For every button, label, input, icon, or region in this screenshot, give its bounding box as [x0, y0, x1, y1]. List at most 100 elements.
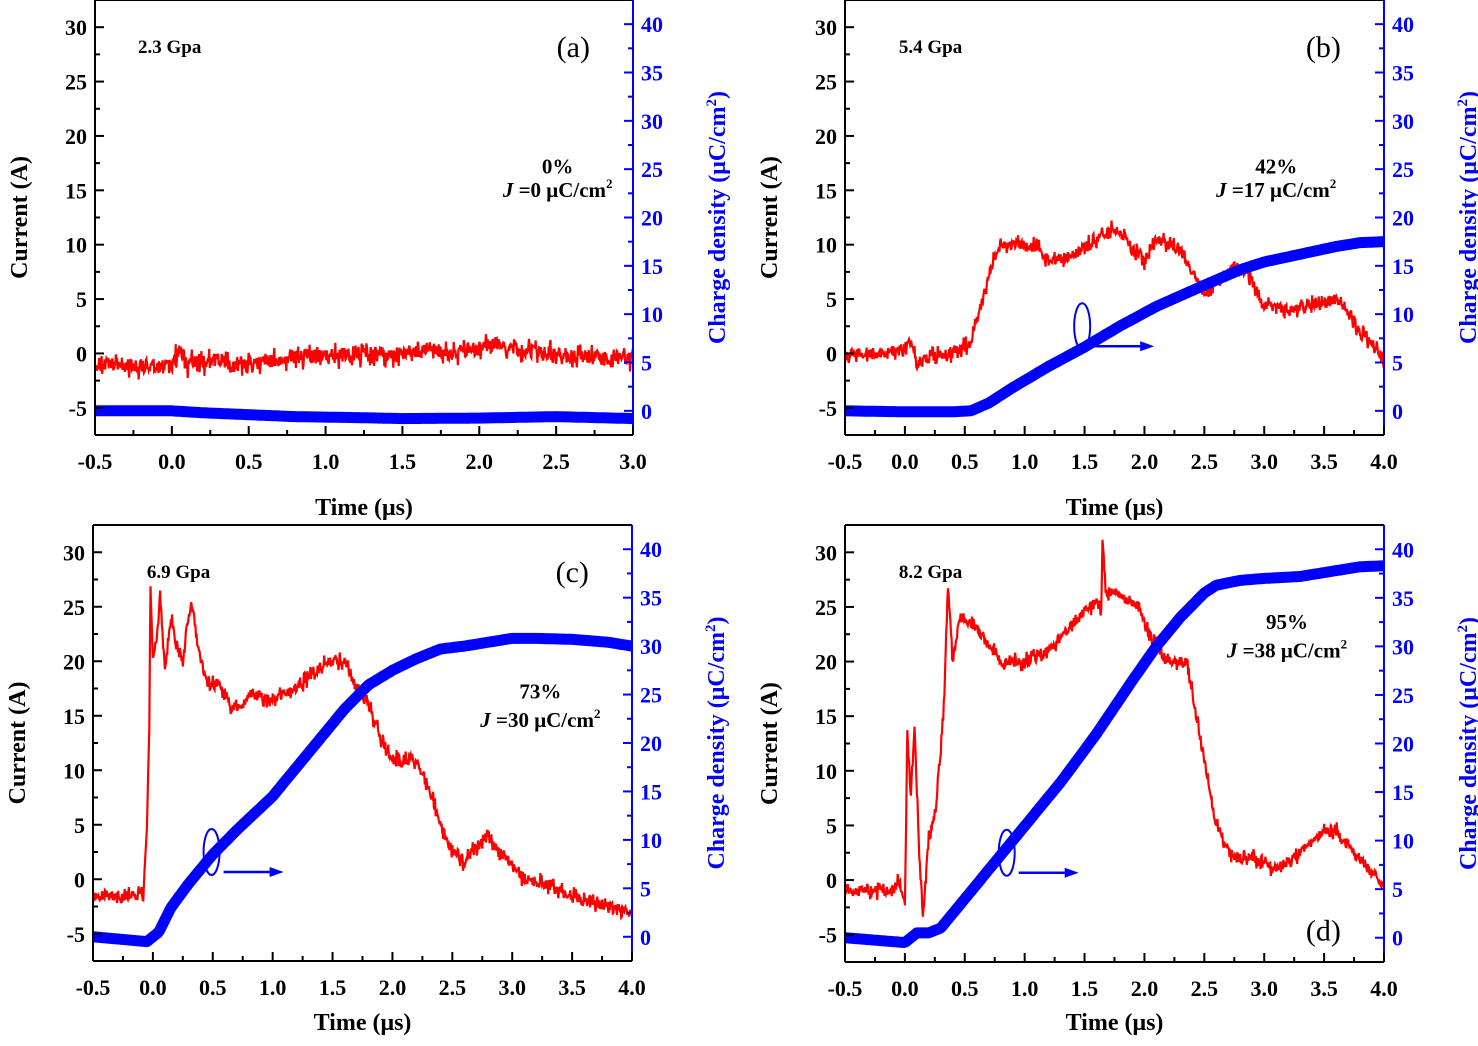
y2-tick-label: 0 — [1392, 399, 1403, 424]
y2-axis-label: Charge density (μC/cm2) — [1455, 617, 1478, 870]
y-tick-label: 10 — [815, 759, 837, 784]
y-tick-label: -5 — [819, 396, 837, 421]
panel-d: -0.5 0.0 0.5 1.0 1.5 2.0 2.5 3.0 3.5 4.0 -5 0 5 10 15 2… — [757, 524, 1478, 1036]
charge-density-series-line — [93, 632, 632, 948]
x-tick-label: 1.0 — [1011, 976, 1039, 1001]
y2-tick-label: 0 — [641, 399, 652, 424]
x-tick-label: 1.5 — [319, 975, 347, 1000]
y2-tick-label: 30 — [641, 109, 663, 134]
y-tick-label: 5 — [76, 287, 87, 312]
x-tick-label: -0.5 — [76, 975, 111, 1000]
x-tick-label: 2.0 — [379, 975, 407, 1000]
current-series-line — [95, 334, 633, 380]
y-tick-label: 20 — [815, 124, 837, 149]
x-tick-label: 2.5 — [1191, 976, 1219, 1001]
y2-tick-label: 30 — [640, 634, 662, 659]
arrow-head-icon — [269, 867, 284, 877]
y2-tick-label: 5 — [640, 876, 651, 901]
pressure-label: 2.3 Gpa — [138, 37, 202, 58]
y2-tick-label: 20 — [1392, 206, 1414, 231]
y2-tick-label: 35 — [1392, 61, 1414, 86]
switching-percent-label: 42% — [1255, 154, 1297, 178]
y-tick-label: 30 — [815, 540, 837, 565]
charge-density-series-line — [845, 236, 1384, 418]
y-tick-label: -5 — [67, 922, 85, 947]
x-tick-label: 2.0 — [466, 449, 494, 474]
x-tick-label: 0.5 — [951, 449, 979, 474]
y2-tick-label: 40 — [1392, 12, 1414, 37]
x-tick-label: -0.5 — [828, 976, 863, 1001]
y2-axis-label: Charge density (μC/cm2) — [1455, 91, 1478, 344]
y-tick-label: 15 — [815, 704, 837, 729]
pressure-label: 8.2 Gpa — [899, 562, 963, 583]
x-axis-label: Time (μs) — [314, 1010, 412, 1036]
y-tick-label: 10 — [63, 758, 85, 783]
x-tick-label: 2.0 — [1131, 976, 1159, 1001]
charge-density-value-label: J =17 μC/cm2 — [1215, 176, 1336, 202]
x-tick-label: 4.0 — [1370, 449, 1398, 474]
y-tick-label: 30 — [63, 540, 85, 565]
y2-tick-label: 0 — [640, 925, 651, 950]
switching-percent-label: 73% — [519, 680, 561, 704]
current-series-line — [93, 586, 632, 921]
y2-tick-label: 20 — [1392, 732, 1414, 757]
y2-tick-label: 40 — [1392, 537, 1414, 562]
y2-tick-label: 5 — [1392, 351, 1403, 376]
y-tick-label: 15 — [65, 178, 87, 203]
y-tick-label: -5 — [819, 923, 837, 948]
arrow-head-icon — [1064, 867, 1079, 878]
y2-tick-label: 5 — [641, 351, 652, 376]
y2-tick-label: 25 — [640, 683, 662, 708]
y2-tick-label: 35 — [1392, 586, 1414, 611]
y2-tick-label: 5 — [1392, 877, 1403, 902]
y2-tick-label: 15 — [1392, 780, 1414, 805]
x-tick-label: 4.0 — [618, 975, 646, 1000]
y-tick-label: 0 — [76, 341, 87, 366]
x-axis-label: Time (μs) — [1066, 495, 1164, 521]
x-tick-label: 4.0 — [1370, 976, 1398, 1001]
x-tick-label: 1.5 — [1071, 449, 1099, 474]
x-tick-label: 2.0 — [1131, 449, 1159, 474]
x-tick-label: 3.5 — [1310, 449, 1338, 474]
panel-tag: (d) — [1306, 914, 1341, 947]
panel-tag: (a) — [557, 31, 590, 64]
x-tick-label: -0.5 — [828, 449, 863, 474]
x-tick-label: 0.5 — [951, 976, 979, 1001]
series-marker-ellipse — [1073, 302, 1092, 351]
x-tick-label: 2.5 — [1191, 449, 1219, 474]
current-series-line — [845, 539, 1384, 917]
y-tick-label: 10 — [65, 233, 87, 258]
y2-tick-label: 35 — [640, 586, 662, 611]
y-tick-label: 10 — [815, 233, 837, 258]
x-tick-label: 3.0 — [498, 975, 526, 1000]
x-tick-label: 1.0 — [312, 449, 340, 474]
pressure-label: 5.4 Gpa — [899, 37, 963, 58]
x-tick-label: 0.5 — [199, 975, 227, 1000]
x-axis-label: Time (μs) — [315, 495, 413, 521]
y2-tick-label: 35 — [641, 61, 663, 86]
y2-tick-label: 15 — [640, 779, 662, 804]
y2-tick-label: 10 — [1392, 829, 1414, 854]
y-tick-label: 25 — [65, 70, 87, 95]
y2-tick-label: 25 — [641, 157, 663, 182]
y-tick-label: -5 — [69, 396, 87, 421]
y-tick-label: 0 — [826, 341, 837, 366]
y-tick-label: 0 — [74, 867, 85, 892]
arrow-head-icon — [1140, 341, 1155, 352]
y-tick-label: 30 — [65, 15, 87, 40]
x-tick-label: 1.5 — [389, 449, 417, 474]
charge-density-value-label: J =30 μC/cm2 — [479, 706, 600, 732]
charge-density-series-line — [845, 560, 1384, 948]
y-axis-label: Current (A) — [5, 682, 31, 805]
x-tick-label: 0.0 — [891, 976, 919, 1001]
y2-tick-label: 15 — [641, 254, 663, 279]
x-tick-label: 0.5 — [235, 449, 263, 474]
x-tick-label: 2.5 — [439, 975, 467, 1000]
switching-percent-label: 0% — [542, 154, 574, 178]
x-tick-label: -0.5 — [78, 449, 113, 474]
panel-b: -0.5 0.0 0.5 1.0 1.5 2.0 2.5 3.0 3.5 4.0 -5 0 5 10 15 2… — [757, 0, 1478, 521]
y2-tick-label: 0 — [1392, 926, 1403, 951]
y2-tick-label: 25 — [1392, 157, 1414, 182]
y2-tick-label: 20 — [641, 206, 663, 231]
charge-density-value-label: J =0 μC/cm2 — [502, 176, 613, 202]
